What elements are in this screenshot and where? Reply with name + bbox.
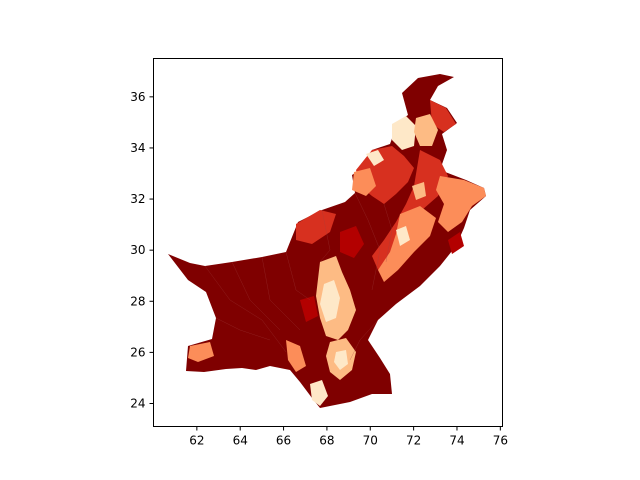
y-tick-label: 36: [130, 90, 145, 104]
region-shade-light: [188, 342, 214, 362]
region-shade-lightest: [334, 350, 348, 370]
region-shade-lighter: [414, 114, 438, 146]
x-tick-label: 72: [406, 434, 421, 448]
x-axis: 62 64 66 68 70 72 74 76: [189, 426, 508, 448]
region-shade-dark: [448, 232, 464, 254]
district-borders: [204, 192, 393, 361]
region-shade-light: [378, 206, 436, 282]
x-tick-label: 66: [276, 434, 291, 448]
y-axis: 24 26 28 30 32 34 36: [130, 90, 154, 411]
region-shade-lighter: [412, 182, 426, 200]
region-shade-mid: [296, 210, 336, 244]
region-shade-lightest: [396, 226, 410, 246]
region-base-shape: [168, 74, 486, 408]
x-tick-label: 74: [449, 434, 464, 448]
axes-frame: [153, 58, 503, 427]
region-shade-dark: [300, 296, 318, 322]
region-shade-dark: [340, 226, 364, 258]
region-shade-light: [286, 340, 306, 372]
y-tick-label: 30: [130, 243, 145, 257]
region-shade-light: [436, 176, 486, 232]
x-tick-label: 62: [189, 434, 204, 448]
x-tick-label: 76: [493, 434, 508, 448]
y-tick-label: 28: [130, 294, 145, 308]
y-tick-label: 34: [130, 141, 145, 155]
y-tick-label: 32: [130, 192, 145, 206]
y-tick-label: 26: [130, 345, 145, 359]
x-tick-label: 64: [233, 434, 248, 448]
region-shade-lightest: [392, 116, 416, 150]
region-shade-lightest: [320, 280, 340, 322]
x-tick-label: 70: [363, 434, 378, 448]
y-tick-label: 24: [130, 397, 145, 411]
region-shade-light: [352, 168, 376, 196]
region-shade-lightest: [310, 380, 328, 406]
plot-area: [168, 74, 486, 408]
region-shade-mid: [430, 100, 456, 132]
x-tick-label: 68: [319, 434, 334, 448]
region-shade-lightest: [366, 150, 384, 166]
